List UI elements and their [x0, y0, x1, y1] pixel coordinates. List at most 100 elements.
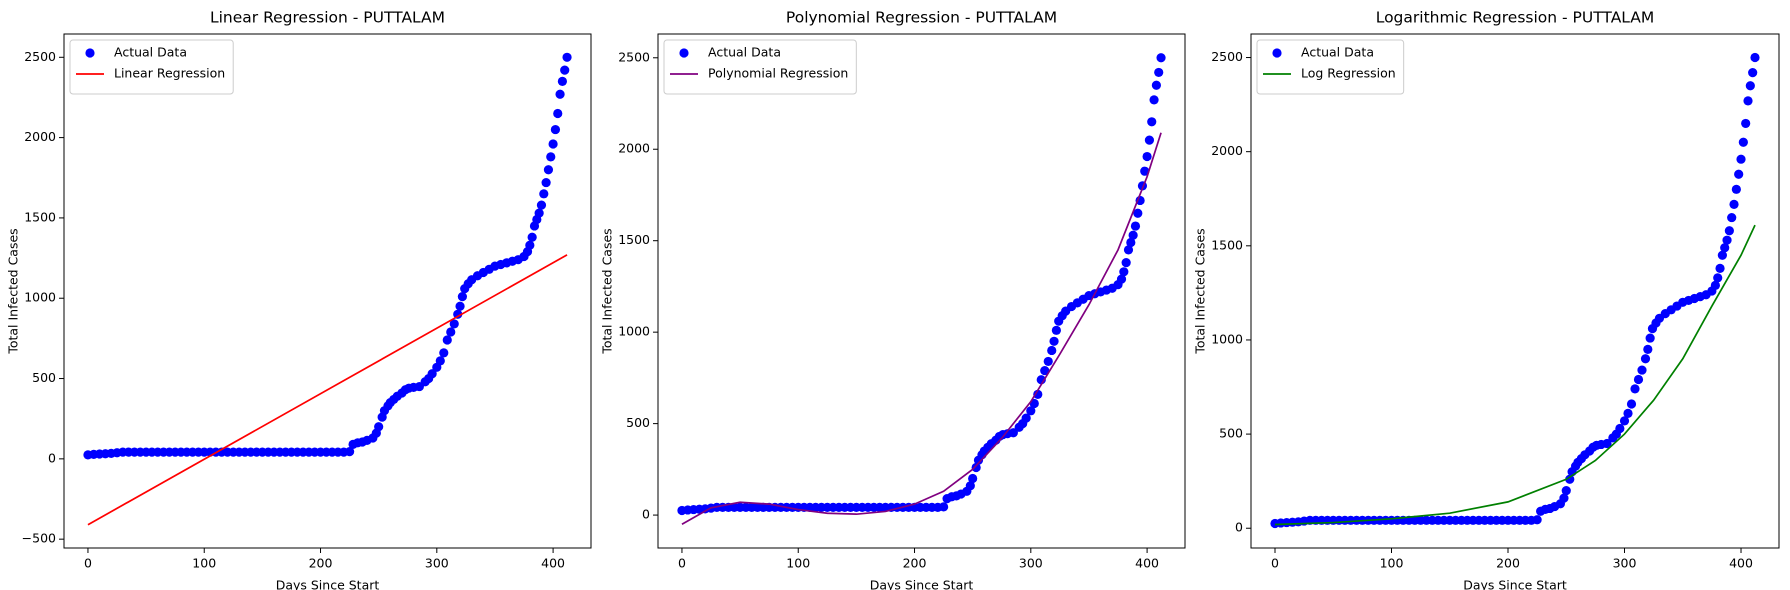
y-tick-label: 2500 — [24, 49, 56, 64]
data-point — [1615, 423, 1625, 434]
y-tick-label: 2000 — [24, 129, 56, 144]
data-point — [1741, 118, 1751, 129]
data-point — [1748, 67, 1758, 78]
data-point — [1156, 53, 1166, 63]
legend-box — [69, 39, 234, 95]
regression-line — [1274, 224, 1756, 526]
y-tick-label: 2000 — [618, 141, 650, 156]
data-point — [555, 89, 565, 99]
data-point — [1727, 212, 1737, 223]
x-tick-label: 400 — [1729, 556, 1753, 571]
axes-frame — [1250, 33, 1780, 549]
data-point — [435, 356, 445, 366]
data-point — [1722, 235, 1732, 245]
legend-label: Log Regression — [1301, 66, 1396, 81]
legend-label: Actual Data — [708, 45, 781, 60]
data-point — [446, 327, 456, 337]
legend-marker — [85, 48, 95, 58]
data-point — [439, 348, 449, 358]
data-point — [1147, 117, 1157, 127]
x-axis-label: Days Since Start — [276, 578, 380, 590]
y-tick-label: 2500 — [618, 49, 650, 64]
data-point — [1630, 384, 1640, 394]
data-point — [1133, 208, 1143, 218]
legend: Actual Data Linear Regression — [69, 39, 234, 95]
legend-marker — [679, 48, 689, 58]
data-point — [1750, 52, 1760, 63]
y-tick-label: 500 — [32, 370, 56, 385]
data-point — [1623, 408, 1633, 418]
data-point — [1151, 80, 1161, 90]
legend-label: Polynomial Regression — [708, 66, 848, 81]
data-point — [543, 165, 554, 175]
data-point — [374, 422, 384, 432]
legend: Actual Data Polynomial Regression — [663, 39, 857, 95]
data-point — [449, 319, 459, 329]
legend-marker — [1272, 48, 1282, 58]
legend-box — [1256, 39, 1405, 95]
data-point — [442, 335, 452, 345]
data-point — [1734, 169, 1744, 179]
data-point — [1043, 356, 1053, 367]
data-point — [968, 473, 978, 484]
chart-title: Logarithmic Regression - PUTTALAM — [1376, 9, 1655, 27]
data-point — [1532, 515, 1542, 525]
y-tick-label: 2500 — [1211, 49, 1243, 64]
data-point — [1565, 474, 1575, 484]
data-point — [453, 309, 463, 319]
data-point — [553, 108, 563, 119]
data-point — [1619, 416, 1630, 426]
data-point — [1626, 399, 1637, 409]
data-point — [1049, 336, 1059, 346]
x-tick-label: 200 — [309, 556, 333, 571]
data-point — [1051, 325, 1061, 335]
subplot: Linear Regression - PUTTALAM Days Since S… — [6, 9, 592, 590]
data-point — [557, 76, 567, 86]
chart-title: Linear Regression - PUTTALAM — [210, 9, 445, 27]
data-point — [550, 124, 561, 135]
x-tick-label: 400 — [1135, 556, 1159, 571]
data-point — [1633, 374, 1644, 385]
data-point — [1745, 81, 1755, 91]
legend-label: Actual Data — [1301, 45, 1374, 60]
legend: Actual Data Log Regression — [1256, 39, 1405, 95]
y-tick-label: 1500 — [618, 232, 650, 247]
x-tick-label: 300 — [1613, 556, 1637, 571]
data-point — [1645, 333, 1655, 343]
data-point — [457, 292, 467, 302]
data-point — [1710, 280, 1720, 290]
data-point — [525, 240, 535, 250]
subplot: Logarithmic Regression - PUTTALAM Days Si… — [1193, 9, 1780, 590]
chart-title: Polynomial Regression - PUTTALAM — [786, 9, 1057, 27]
x-tick-label: 100 — [786, 556, 810, 571]
x-axis-label: Days Since Start — [1463, 578, 1567, 590]
data-point — [1047, 345, 1057, 356]
y-tick-label: 500 — [626, 415, 650, 430]
data-point — [1144, 135, 1155, 145]
data-point — [1154, 67, 1164, 78]
regression-line — [87, 254, 568, 526]
data-point — [1149, 95, 1159, 105]
x-tick-label: 300 — [425, 556, 449, 571]
subplot: Polynomial Regression - PUTTALAM Days Sin… — [600, 9, 1186, 590]
axes-frame — [63, 33, 592, 549]
y-tick-label: 1500 — [24, 209, 56, 224]
y-axis-label: Total Infected Cases — [6, 228, 21, 354]
data-point — [541, 177, 551, 188]
data-point — [1724, 226, 1734, 236]
data-point — [1738, 137, 1748, 147]
data-point — [536, 200, 547, 210]
data-point — [1731, 184, 1741, 194]
data-point — [1121, 258, 1131, 268]
x-tick-label: 0 — [1271, 556, 1279, 571]
data-point — [1021, 413, 1031, 423]
data-point — [548, 139, 558, 149]
data-point — [1640, 354, 1651, 364]
legend-label: Linear Regression — [114, 66, 225, 81]
data-point — [1128, 230, 1138, 240]
data-point — [1713, 273, 1723, 283]
data-point — [1559, 493, 1569, 503]
data-point — [1008, 428, 1018, 438]
x-tick-label: 0 — [678, 556, 686, 571]
